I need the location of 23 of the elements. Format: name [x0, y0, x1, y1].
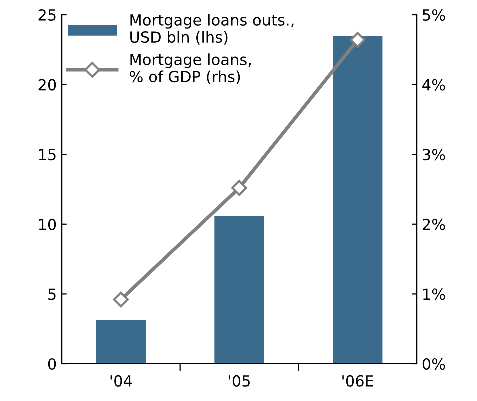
y-tick-label: 5 — [48, 288, 56, 300]
y2-tick-label: 3% — [423, 149, 446, 161]
legend-label: Mortgage loans outs., USD bln (lhs) — [130, 14, 294, 45]
y-tick-label: 25 — [38, 9, 56, 22]
y2-tick-label: 2% — [422, 218, 446, 230]
y2-tick-label: 1% — [424, 288, 446, 300]
point — [350, 32, 366, 48]
x-tick-label: '06E — [342, 375, 374, 387]
x-tick-label: '05 — [229, 375, 250, 387]
bar — [214, 216, 264, 364]
bar — [332, 36, 383, 364]
bar — [96, 320, 146, 364]
point — [232, 180, 248, 196]
y-tick-label: 15 — [39, 149, 56, 161]
legend-label: Mortgage loans, % of GDP (rhs) — [130, 54, 251, 84]
y-tick-label: 20 — [38, 79, 56, 91]
x-tick-label: '04 — [110, 375, 132, 387]
point — [113, 292, 130, 308]
y2-tick-label: 5% — [423, 9, 446, 22]
y2-tick-label: 0% — [422, 358, 446, 370]
y-tick-label: 10 — [39, 218, 56, 230]
y-tick-label: 0 — [48, 358, 56, 370]
y2-tick-label: 4% — [422, 79, 446, 91]
